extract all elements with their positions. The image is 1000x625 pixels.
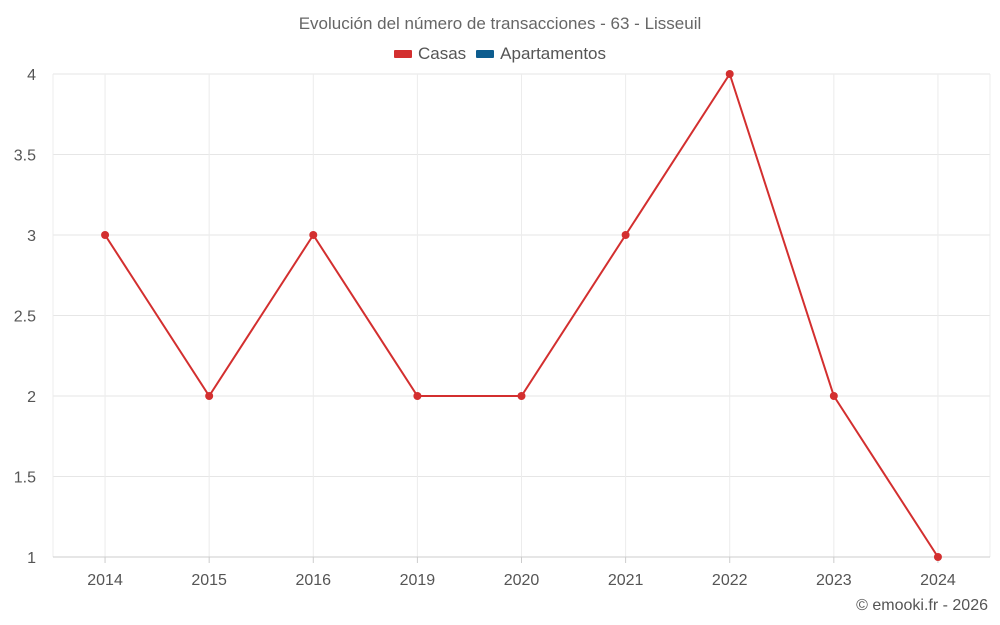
chart-legend: Casas Apartamentos: [0, 44, 1000, 64]
data-point-casas[interactable]: [725, 70, 734, 78]
credit-text: © emooki.fr - 2026: [856, 597, 988, 614]
y-tick-label: 1: [27, 550, 36, 567]
y-tick-label: 3.5: [14, 148, 36, 165]
x-tick-label: 2014: [87, 572, 123, 589]
legend-swatch-casas: [393, 50, 412, 58]
legend-label-casas: Casas: [417, 44, 467, 63]
y-tick-label: 2.5: [14, 309, 36, 326]
axis-layer: 1 1.5 2 2.5 3 3.5 4 2014 2015 2016 2019 2020 2021 202…: [14, 67, 990, 589]
data-point-casas[interactable]: [829, 392, 838, 400]
data-point-casas[interactable]: [933, 553, 942, 561]
legend-label-apartamentos: Apartamentos: [500, 44, 607, 63]
x-tick-label: 2022: [712, 572, 748, 589]
data-point-casas[interactable]: [101, 231, 110, 239]
y-tick-label: 4: [27, 67, 36, 84]
legend-swatch-apartamentos: [476, 50, 495, 58]
legend-item-casas[interactable]: Casas: [393, 44, 467, 64]
y-tick-label: 1.5: [14, 470, 36, 487]
data-point-casas[interactable]: [621, 231, 630, 239]
series-layer: [101, 70, 942, 561]
grid-layer: [52, 73, 991, 558]
x-tick-label: 2024: [920, 572, 956, 589]
y-tick-label: 3: [27, 228, 36, 245]
data-point-casas[interactable]: [205, 392, 214, 400]
x-tick-label: 2015: [191, 572, 227, 589]
x-tick-label: 2023: [816, 572, 852, 589]
y-tick-label: 2: [27, 389, 36, 406]
x-tick-label: 2019: [400, 572, 436, 589]
x-tick-label: 2021: [608, 572, 644, 589]
data-point-casas[interactable]: [413, 392, 422, 400]
x-tick-label: 2020: [504, 572, 540, 589]
legend-item-apartamentos[interactable]: Apartamentos: [476, 44, 606, 64]
chart-title: Evolución del número de transacciones - …: [298, 14, 702, 33]
data-point-casas[interactable]: [517, 392, 526, 400]
x-tick-label: 2016: [295, 572, 331, 589]
data-point-casas[interactable]: [309, 231, 318, 239]
